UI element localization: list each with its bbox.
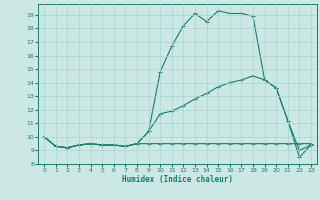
X-axis label: Humidex (Indice chaleur): Humidex (Indice chaleur) [122,175,233,184]
